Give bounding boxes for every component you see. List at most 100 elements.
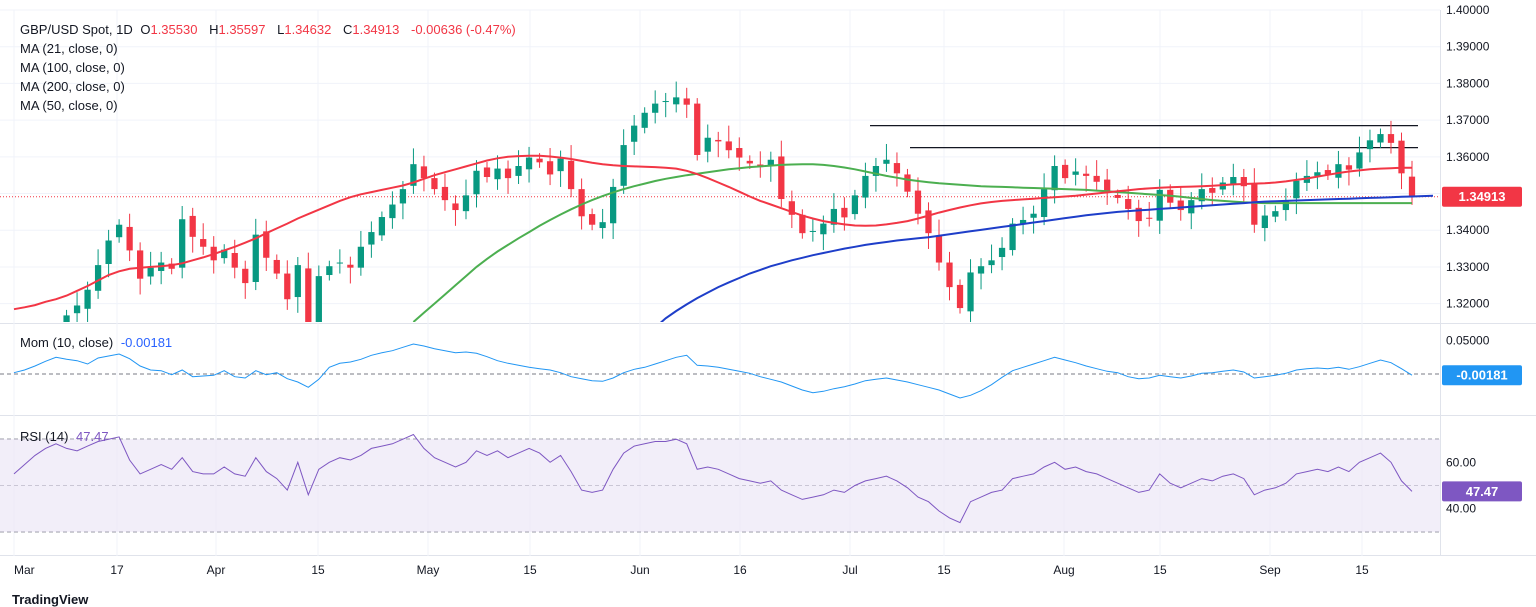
candle-body <box>1030 213 1037 218</box>
candle-body <box>378 217 386 236</box>
candle-body <box>588 214 596 225</box>
candle-body <box>536 158 543 163</box>
candle-body <box>883 159 890 164</box>
price-tick-label: 1.39000 <box>1446 40 1490 54</box>
candle-body <box>1408 176 1416 197</box>
mom-label[interactable]: Mom (10, close) <box>20 335 114 350</box>
candle-body <box>1156 189 1163 221</box>
candle-body <box>977 266 985 274</box>
ma200-legend[interactable]: MA (200, close, 0) <box>20 79 125 94</box>
rsi-band-fill <box>0 439 1440 532</box>
candle-body <box>683 98 690 105</box>
time-tick-label: Sep <box>1259 563 1281 577</box>
price-tick-label: 1.37000 <box>1446 113 1490 127</box>
candle-body <box>504 168 512 179</box>
rsi-legend: RSI (14) 47.47 <box>20 427 113 446</box>
candle-body <box>746 160 753 164</box>
ma100-line <box>659 194 1434 322</box>
candle-body <box>946 262 953 288</box>
candle-body <box>147 267 154 277</box>
ma50-legend[interactable]: MA (50, close, 0) <box>20 98 118 113</box>
high-tag: H1.35597 <box>209 22 266 37</box>
candle-body <box>137 250 144 279</box>
low-value: 1.34632 <box>284 22 332 37</box>
candle-body <box>767 159 774 166</box>
candle-body <box>1377 134 1384 143</box>
candle-body <box>1261 215 1268 229</box>
candle-body <box>368 232 375 245</box>
time-tick-label: 17 <box>110 563 124 577</box>
candle-body <box>557 158 564 172</box>
candle-body <box>662 101 669 103</box>
candle-body <box>820 223 827 235</box>
candle-body <box>431 178 438 190</box>
candle-body <box>778 156 785 200</box>
candle-body <box>1114 194 1121 198</box>
ma21-legend[interactable]: MA (21, close, 0) <box>20 41 118 56</box>
mom-legend: Mom (10, close) -0.00181 <box>20 333 176 352</box>
candle-body <box>578 189 585 217</box>
candle-body <box>326 266 333 276</box>
candle-body <box>1125 199 1132 209</box>
candle-body <box>872 166 880 176</box>
time-tick-label: 15 <box>937 563 951 577</box>
candle-body <box>441 186 449 201</box>
candle-body <box>725 141 732 151</box>
candle-body <box>567 160 575 190</box>
symbol-label[interactable]: GBP/USD Spot, 1D <box>20 22 133 37</box>
candle-body <box>200 239 207 247</box>
close-value: 1.34913 <box>352 22 400 37</box>
candle-body <box>799 214 806 234</box>
candle-body <box>851 195 859 215</box>
candle-body <box>1019 219 1027 224</box>
candle-body <box>94 265 102 291</box>
moving-average-lines <box>13 154 1434 322</box>
candle-body <box>1230 177 1237 185</box>
high-value: 1.35597 <box>218 22 266 37</box>
candle-body <box>715 139 722 142</box>
ma100-legend[interactable]: MA (100, close, 0) <box>20 60 125 75</box>
price-axis[interactable]: 1.320001.330001.340001.350001.360001.370… <box>1446 3 1490 516</box>
candle-body <box>694 103 701 155</box>
time-tick-label: Apr <box>207 563 226 577</box>
candle-body <box>105 240 112 265</box>
candle-body <box>63 315 70 322</box>
candle-body <box>704 137 711 152</box>
candle-body <box>1314 172 1321 176</box>
candle-body <box>1198 189 1205 202</box>
price-tick-label: 1.40000 <box>1446 3 1490 17</box>
candle-body <box>956 284 964 309</box>
candle-body <box>841 207 848 218</box>
main-legend: GBP/USD Spot, 1D O1.35530 H1.35597 L1.34… <box>20 20 520 39</box>
ma21-line <box>13 154 1412 311</box>
mom-line <box>13 343 1413 399</box>
candle-body <box>410 164 417 186</box>
time-tick-label: Jun <box>630 563 649 577</box>
candle-body <box>1251 183 1258 225</box>
candle-body <box>1104 179 1111 192</box>
time-tick-label: 15 <box>1153 563 1167 577</box>
candle-body <box>462 195 470 212</box>
time-tick-label: Jul <box>842 563 857 577</box>
open-value: 1.35530 <box>150 22 198 37</box>
candle-body <box>631 125 638 142</box>
candle-body <box>21 351 27 362</box>
rsi-tick-label: 60.00 <box>1446 455 1476 469</box>
rsi-last-tag: 47.47 <box>1466 484 1499 499</box>
candle-body <box>1051 166 1058 191</box>
change-value: -0.00636 (-0.47%) <box>410 22 516 37</box>
price-tick-label: 1.33000 <box>1446 260 1490 274</box>
time-tick-label: 16 <box>733 563 747 577</box>
candle-body <box>830 208 838 225</box>
candle-body <box>294 265 301 298</box>
candle-body <box>1282 201 1289 211</box>
rsi-series <box>13 433 1413 524</box>
time-axis[interactable]: Mar 17 Apr 15 May 15 Jun 16 Jul 15 Aug 15 Sep 15 <box>14 563 1369 577</box>
candle-body <box>736 148 743 158</box>
rsi-label[interactable]: RSI (14) <box>20 429 69 444</box>
candle-body <box>168 263 175 269</box>
candle-body <box>347 264 354 268</box>
rsi-value: 47.47 <box>76 429 109 444</box>
candle-body <box>1009 223 1016 251</box>
time-tick-label: Aug <box>1053 563 1074 577</box>
